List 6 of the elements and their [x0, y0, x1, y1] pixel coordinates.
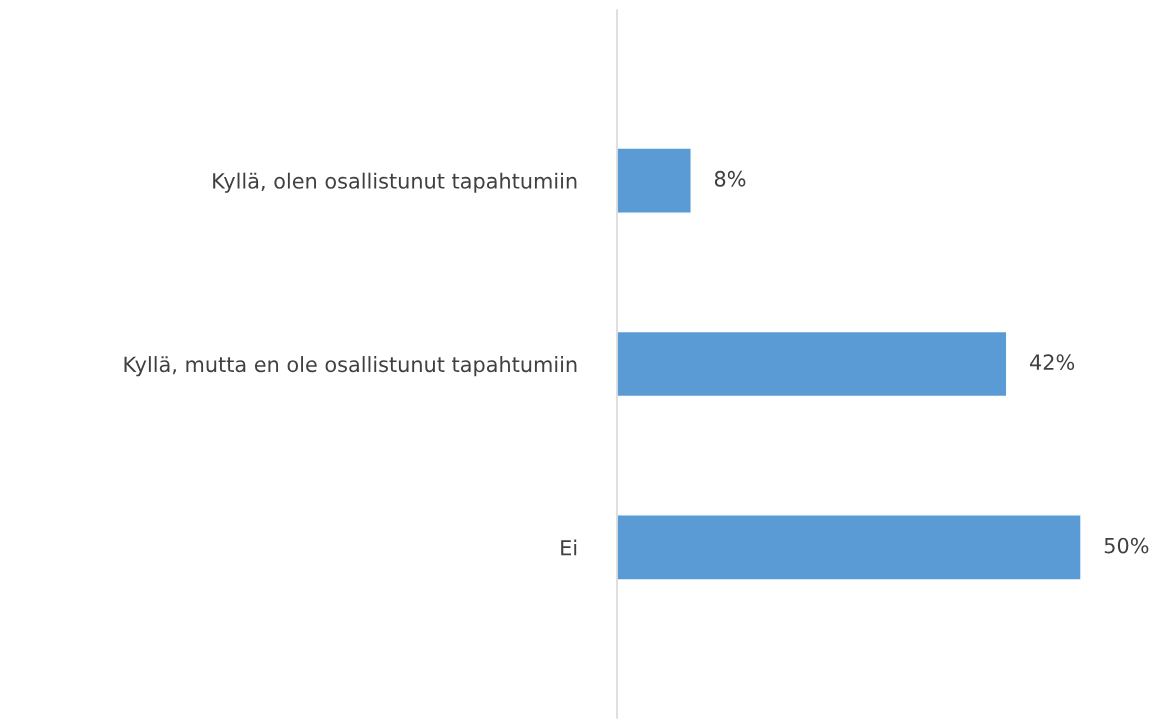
y-tick-label: Kyllä, olen osallistunut tapahtumiin	[213, 172, 577, 193]
y-tick-label: Kyllä, mutta en ole osallistunut tapahtumiin	[124, 356, 577, 377]
data-label: 50%	[1104, 537, 1149, 554]
y-tick-label: Ei	[561, 539, 577, 556]
data-label: 8%	[714, 170, 746, 187]
data-label: 42%	[1030, 354, 1075, 371]
